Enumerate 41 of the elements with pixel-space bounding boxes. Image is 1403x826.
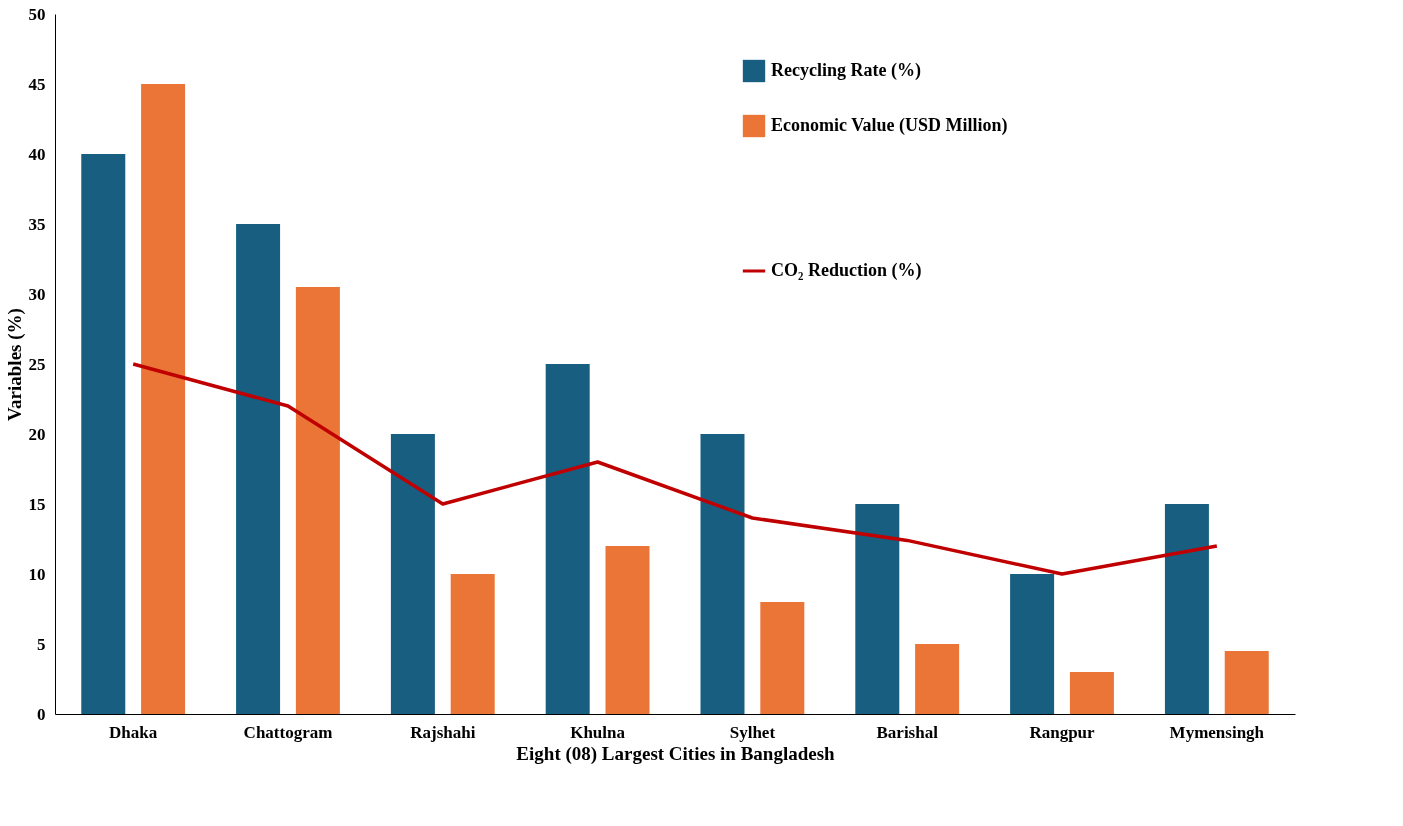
bar xyxy=(450,574,495,714)
y-tick-label: 25 xyxy=(28,354,46,374)
bar xyxy=(81,154,126,714)
y-tick-label: 10 xyxy=(28,564,46,584)
bar xyxy=(141,84,186,714)
x-tick-label: Mymensingh xyxy=(1169,722,1265,742)
bar xyxy=(915,644,960,714)
x-tick-label: Khulna xyxy=(570,722,626,742)
x-tick-label: Rangpur xyxy=(1029,722,1096,742)
bar xyxy=(390,434,435,714)
bar xyxy=(760,602,805,714)
bar xyxy=(545,364,590,714)
y-tick-label: 15 xyxy=(28,494,46,514)
y-tick-label: 30 xyxy=(28,284,46,304)
bar xyxy=(605,546,650,714)
y-tick-label: 20 xyxy=(28,424,46,444)
y-tick-label: 45 xyxy=(28,74,46,94)
y-tick-label: 40 xyxy=(28,144,46,164)
y-tick-label: 50 xyxy=(28,4,46,24)
bar xyxy=(295,287,340,714)
x-axis-title: Eight (08) Largest Cities in Bangladesh xyxy=(516,742,836,765)
bar xyxy=(700,434,745,714)
y-tick-label: 5 xyxy=(37,634,46,654)
bar xyxy=(1164,504,1209,714)
bar xyxy=(855,504,900,714)
x-tick-label: Rajshahi xyxy=(410,722,476,742)
line-series xyxy=(131,362,1219,576)
y-tick-label: 35 xyxy=(28,214,46,234)
legend-label: CO₂ Reduction (%) xyxy=(771,260,922,281)
bar xyxy=(1010,574,1055,714)
x-tick-label: Chattogram xyxy=(243,722,333,742)
bar xyxy=(236,224,281,714)
x-tick-label: Sylhet xyxy=(729,722,776,742)
y-axis-title: Variables (%) xyxy=(3,308,26,421)
bar xyxy=(1224,651,1269,714)
x-tick-label: Barishal xyxy=(876,722,939,742)
y-tick-label: 0 xyxy=(37,704,46,724)
bar xyxy=(1069,672,1114,714)
legend-label: Economic Value (USD Million) xyxy=(771,115,1008,136)
legend-label: Recycling Rate (%) xyxy=(771,60,921,81)
x-tick-label: Dhaka xyxy=(109,722,158,742)
